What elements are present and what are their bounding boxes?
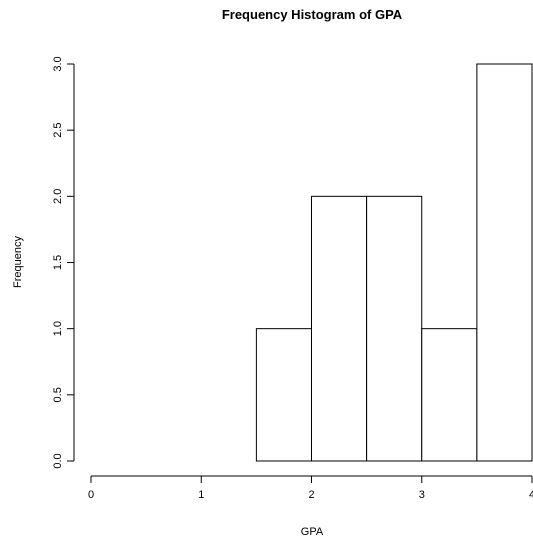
x-tick-label: 0: [88, 489, 94, 501]
y-tick-label: 2.5: [52, 123, 64, 138]
y-axis-label: Frequency: [12, 236, 24, 288]
histogram-bar: [311, 195, 368, 462]
y-tick-label: 1.0: [52, 321, 64, 336]
histogram-bar: [476, 63, 533, 462]
y-tick-label: 2.0: [52, 189, 64, 204]
x-axis: 0 1 2 3 4: [88, 475, 533, 501]
x-tick-label: 3: [419, 489, 425, 501]
bars-group: [255, 63, 533, 462]
histogram-bar: [421, 328, 478, 462]
y-tick-label: 1.5: [52, 255, 64, 270]
x-tick-label: 1: [198, 489, 204, 501]
y-axis: 0.0 0.5 1.0 1.5 2.0 2.5 3.0: [52, 56, 75, 469]
y-tick-label: 3.0: [52, 56, 64, 71]
x-axis-label: GPA: [301, 526, 324, 538]
y-tick-label: 0.5: [52, 387, 64, 402]
x-tick-label: 4: [529, 489, 533, 501]
histogram-bar: [255, 328, 312, 462]
histogram-bar: [366, 195, 423, 462]
chart-title: Frequency Histogram of GPA: [222, 7, 403, 22]
y-tick-label: 0.0: [52, 453, 64, 468]
x-tick-label: 2: [308, 489, 314, 501]
